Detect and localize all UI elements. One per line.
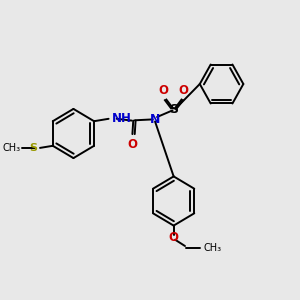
Text: S: S <box>29 143 38 153</box>
Text: S: S <box>169 103 178 116</box>
Text: NH: NH <box>112 112 131 125</box>
Text: CH₃: CH₃ <box>2 143 20 153</box>
Text: O: O <box>159 84 169 97</box>
Text: O: O <box>169 231 178 244</box>
Text: O: O <box>128 138 138 151</box>
Text: N: N <box>150 112 160 126</box>
Text: CH₃: CH₃ <box>203 243 221 253</box>
Text: O: O <box>178 84 188 97</box>
